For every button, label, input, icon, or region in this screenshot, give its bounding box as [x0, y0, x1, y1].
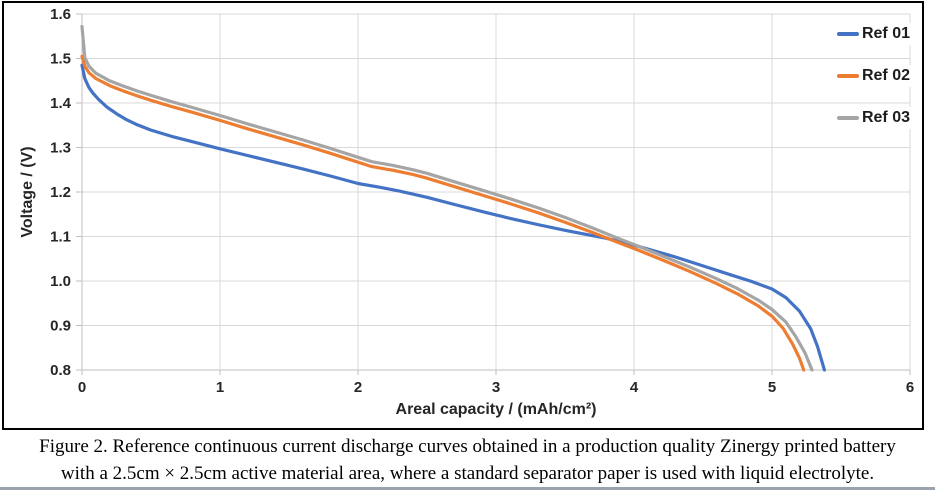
legend-line-icon: [836, 74, 859, 78]
svg-text:4: 4: [630, 379, 639, 396]
svg-text:1.0: 1.0: [50, 273, 71, 290]
svg-text:1.4: 1.4: [50, 95, 72, 112]
svg-text:6: 6: [906, 379, 914, 396]
svg-text:3: 3: [492, 379, 500, 396]
svg-text:2: 2: [354, 379, 362, 396]
svg-text:0.9: 0.9: [50, 318, 71, 335]
plot-area: 0.8 0.9 1.0 1.1 1.2 1.3 1.4 1.5 1.6 0 1 2 3 4 5 6: [50, 6, 914, 396]
page-bottom-rule: [0, 487, 935, 490]
caption-line-2: with a 2.5cm × 2.5cm active material are…: [60, 463, 875, 484]
legend-entry-ref-01: Ref 01: [834, 23, 912, 45]
svg-text:1.5: 1.5: [50, 51, 71, 68]
legend-line-icon: [836, 116, 859, 120]
svg-text:0: 0: [78, 379, 86, 396]
svg-text:1.2: 1.2: [50, 184, 71, 201]
legend-entry-ref-02: Ref 02: [834, 65, 912, 87]
legend-line-icon: [836, 32, 859, 36]
svg-text:1.1: 1.1: [50, 229, 71, 246]
svg-text:1: 1: [216, 379, 224, 396]
svg-text:1.6: 1.6: [50, 6, 71, 23]
legend-label: Ref 02: [861, 67, 910, 84]
x-axis-title: Areal capacity / (mAh/cm²): [395, 401, 597, 418]
svg-text:5: 5: [768, 379, 776, 396]
discharge-chart: 0.8 0.9 1.0 1.1 1.2 1.3 1.4 1.5 1.6 0 1 2 3 4 5 6 Volta…: [2, 1, 924, 430]
svg-text:1.3: 1.3: [50, 140, 71, 157]
legend-entry-ref-03: Ref 03: [834, 107, 912, 129]
svg-text:0.8: 0.8: [50, 362, 71, 379]
figure-caption: Figure 2. Reference continuous current d…: [0, 433, 935, 487]
legend: Ref 01 Ref 02 Ref 03: [834, 23, 912, 129]
legend-label: Ref 03: [861, 109, 910, 126]
caption-line-1: Figure 2. Reference continuous current d…: [39, 436, 896, 457]
legend-label: Ref 01: [861, 25, 910, 42]
y-axis-title: Voltage / (V): [19, 146, 36, 238]
